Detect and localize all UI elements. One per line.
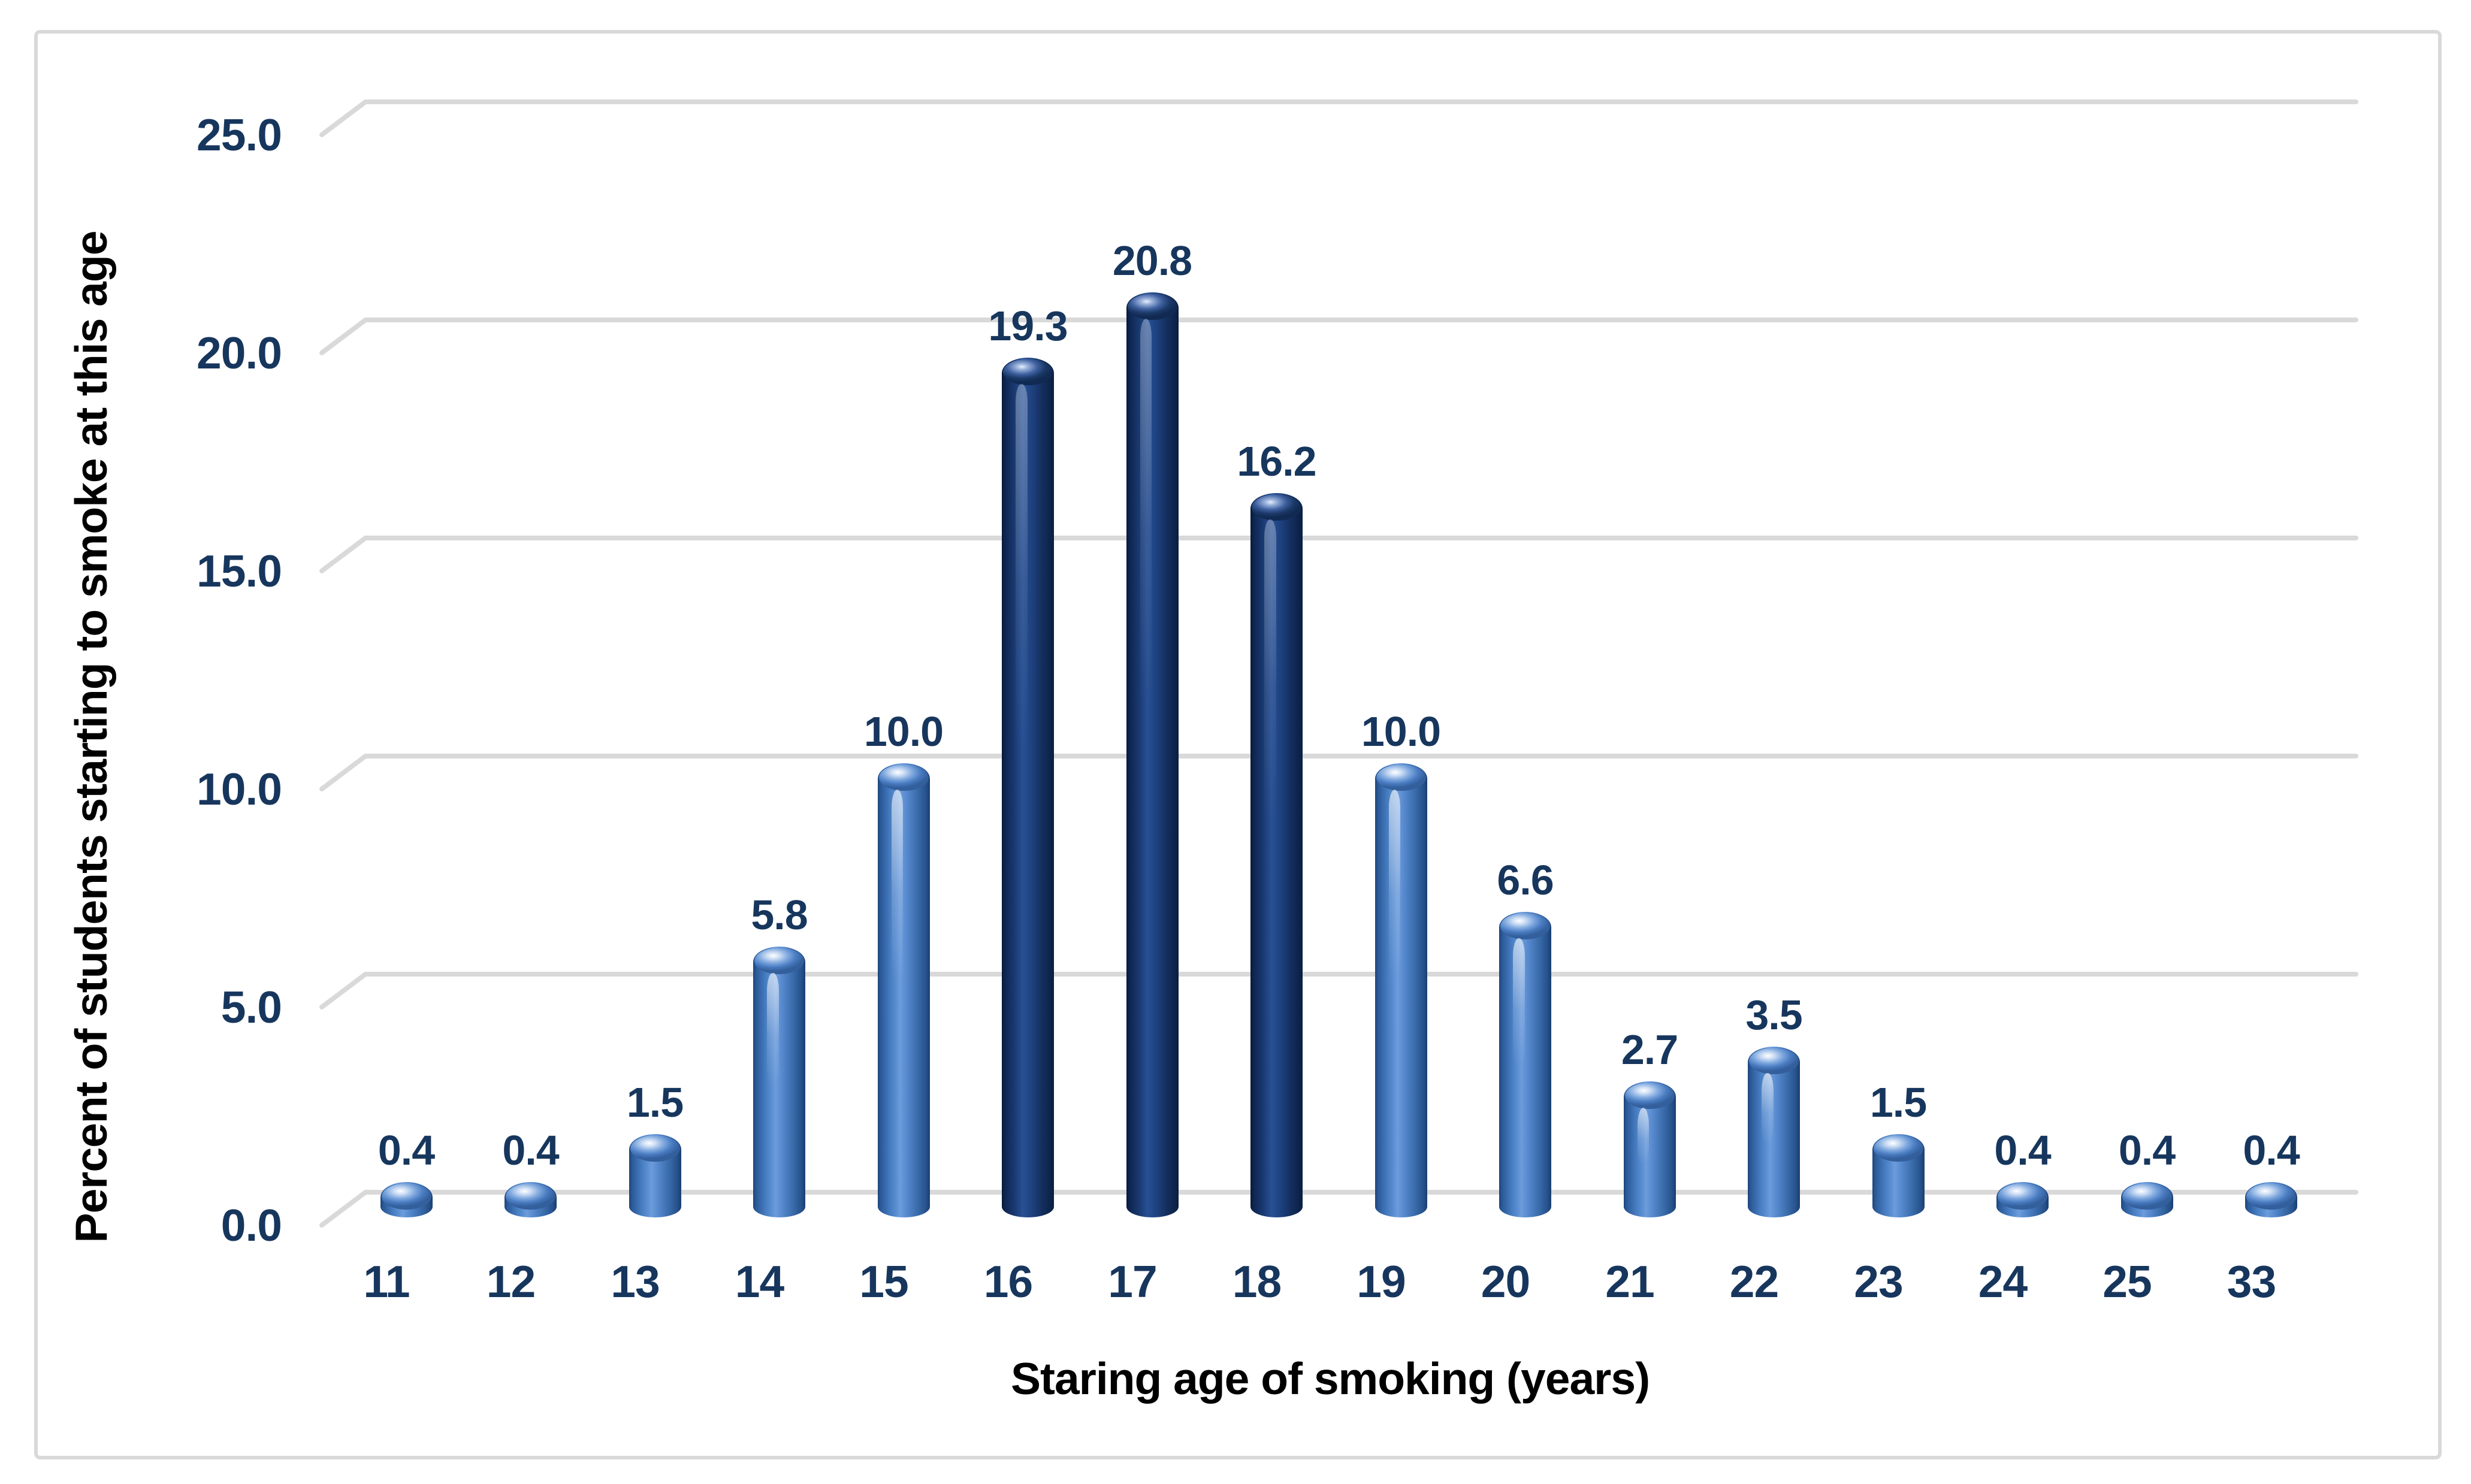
data-label-age-20: 6.6 [1497, 856, 1554, 903]
y-tick-25.0: 25.0 [197, 110, 282, 160]
bar-age-22[interactable] [1748, 1047, 1800, 1217]
data-label-age-12: 0.4 [502, 1126, 559, 1174]
data-label-age-14: 5.8 [751, 891, 808, 938]
data-label-age-11: 0.4 [377, 1126, 435, 1174]
bar-sheen [1264, 519, 1276, 824]
bar-cap [630, 1135, 680, 1162]
gridline-0.0 [319, 1190, 2358, 1228]
bar-sheen [891, 790, 904, 981]
x-tick-24: 24 [1978, 1256, 2028, 1307]
bar-cap [1873, 1135, 1923, 1162]
y-axis-title: Percent of students starting to smoke at… [66, 231, 116, 1243]
bar-age-13[interactable] [629, 1134, 681, 1217]
x-tick-16: 16 [983, 1256, 1033, 1307]
bar-age-24[interactable] [1996, 1181, 2049, 1217]
data-label-age-25: 0.4 [2118, 1126, 2176, 1174]
bar-age-15[interactable] [877, 763, 930, 1217]
bar-age-12[interactable] [505, 1181, 557, 1217]
data-label-age-16: 19.3 [988, 302, 1068, 349]
data-label-age-23: 1.5 [1869, 1078, 1927, 1126]
bar-sheen [1140, 318, 1152, 708]
data-label-age-21: 2.7 [1621, 1026, 1678, 1074]
bar-cap [1127, 293, 1177, 320]
x-tick-20: 20 [1481, 1256, 1530, 1307]
data-label-age-15: 10.0 [863, 708, 944, 755]
bar-cap [1003, 358, 1053, 385]
x-tick-21: 21 [1605, 1256, 1654, 1307]
data-label-age-19: 10.0 [1361, 708, 1441, 755]
bar-sheen [1513, 938, 1525, 1066]
bar-cap [1998, 1183, 2047, 1210]
x-tick-13: 13 [611, 1256, 660, 1307]
bar-age-21[interactable] [1623, 1081, 1676, 1217]
data-label-age-13: 1.5 [626, 1078, 684, 1126]
y-tick-0.0: 0.0 [220, 1200, 282, 1250]
gridline-5.0 [319, 972, 2358, 1010]
x-tick-25: 25 [2103, 1256, 2152, 1307]
x-tick-17: 17 [1108, 1256, 1157, 1307]
y-tick-5.0: 5.0 [220, 982, 282, 1032]
y-tick-10.0: 10.0 [197, 764, 282, 814]
data-label-age-18: 16.2 [1237, 437, 1316, 485]
bar-cap [2246, 1183, 2296, 1210]
x-tick-15: 15 [859, 1256, 908, 1307]
data-label-age-17: 20.8 [1112, 237, 1192, 284]
x-tick-18: 18 [1232, 1256, 1282, 1307]
gridline-10.0 [319, 754, 2358, 791]
x-tick-33: 33 [2227, 1256, 2276, 1307]
bar-sheen [1762, 1073, 1774, 1145]
bar-age-33[interactable] [2245, 1181, 2297, 1217]
bar-sheen [1016, 383, 1028, 745]
bar-cap [2122, 1183, 2172, 1210]
data-label-age-24: 0.4 [1994, 1126, 2051, 1174]
bar-age-16[interactable] [1002, 357, 1054, 1217]
bar-cap [506, 1183, 555, 1210]
bar-cap [381, 1183, 431, 1210]
bar-age-14[interactable] [753, 946, 805, 1217]
bar-age-17[interactable] [1126, 292, 1179, 1217]
chart-frame-border [34, 30, 2442, 1459]
bar-age-23[interactable] [1872, 1134, 1925, 1217]
bar-age-20[interactable] [1499, 911, 1551, 1217]
x-tick-12: 12 [486, 1256, 536, 1307]
bar-cap [1252, 494, 1301, 521]
bar-cap [1376, 764, 1426, 791]
x-tick-23: 23 [1854, 1256, 1903, 1307]
bar-sheen [1388, 790, 1401, 981]
x-tick-14: 14 [735, 1256, 784, 1307]
bar-cap [754, 947, 804, 974]
bar-age-18[interactable] [1250, 492, 1303, 1217]
x-tick-22: 22 [1729, 1256, 1779, 1307]
bar-age-11[interactable] [380, 1181, 433, 1217]
bar-cap [1749, 1048, 1799, 1075]
data-label-age-22: 3.5 [1745, 992, 1802, 1039]
x-axis-title: Staring age of smoking (years) [1010, 1353, 1650, 1404]
gridline-15.0 [319, 536, 2358, 573]
gridline-20.0 [319, 318, 2358, 355]
bar-age-25[interactable] [2120, 1181, 2173, 1217]
x-tick-19: 19 [1357, 1256, 1406, 1307]
gridline-25.0 [319, 99, 2358, 137]
y-tick-15.0: 15.0 [197, 546, 282, 596]
y-tick-20.0: 20.0 [197, 328, 282, 378]
bar-cap [1500, 912, 1550, 939]
bar-cap [878, 764, 929, 791]
bar-cap [1624, 1083, 1675, 1110]
bar-sheen [1637, 1108, 1650, 1165]
x-tick-11: 11 [363, 1256, 410, 1307]
bar-age-19[interactable] [1375, 763, 1427, 1217]
data-label-age-33: 0.4 [2243, 1126, 2300, 1174]
bar-sheen [767, 972, 779, 1087]
